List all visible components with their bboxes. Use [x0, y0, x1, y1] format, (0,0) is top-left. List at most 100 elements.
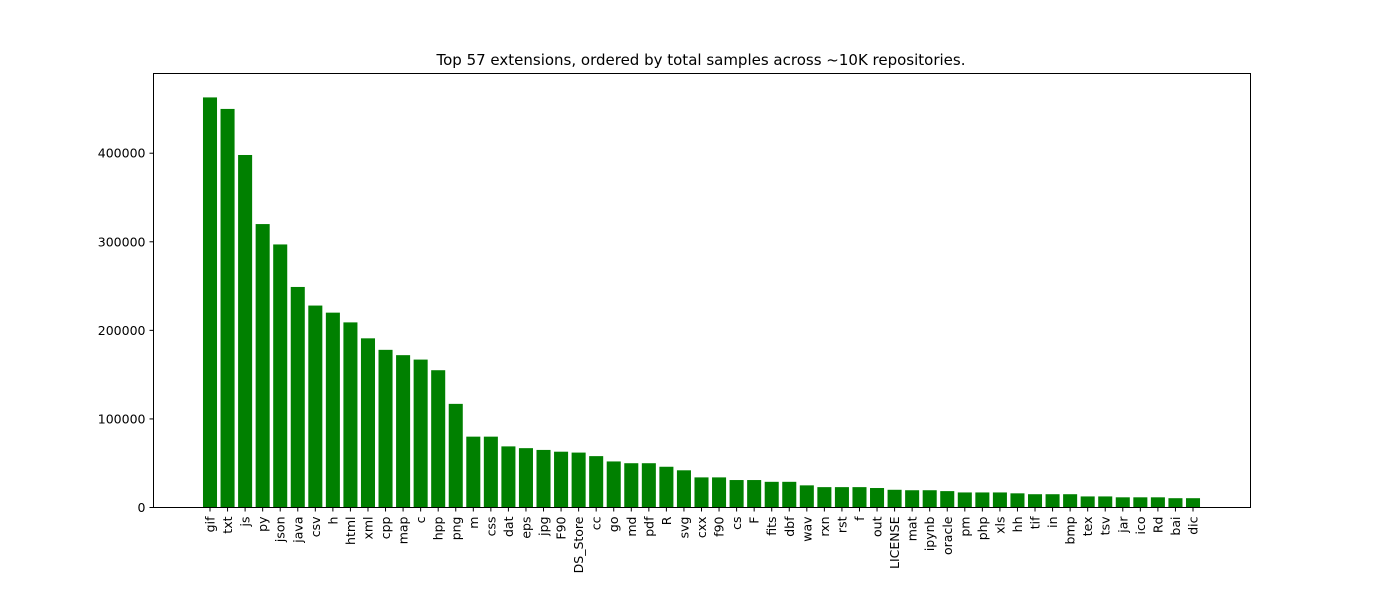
bar-c — [413, 359, 428, 508]
bar-hh — [1010, 493, 1025, 508]
x-tick-label: xls — [992, 517, 1007, 534]
bar-gif — [202, 97, 218, 508]
x-tick-label: out — [870, 516, 885, 537]
bar-png — [448, 403, 463, 508]
x-tick-label: csv — [308, 516, 323, 537]
bar-xml — [360, 338, 376, 508]
x-tick-label: map — [396, 516, 411, 544]
bar-cpp — [378, 349, 393, 508]
bar-f — [852, 487, 867, 508]
x-tick-label: bai — [1168, 517, 1183, 536]
bar-pm — [957, 492, 972, 508]
bar-md — [624, 463, 639, 508]
x-tick-label: rxn — [817, 517, 832, 537]
x-tick-label: c — [413, 516, 428, 523]
x-tick-label: cpp — [378, 516, 393, 539]
bar-cs — [729, 480, 744, 508]
x-tick-label: json — [273, 517, 288, 544]
y-tick-label: 200000 — [98, 323, 146, 338]
bar-tsv — [1098, 496, 1113, 508]
bar-out — [870, 488, 885, 508]
x-tick-label: ipynb — [922, 516, 937, 551]
bar-go — [606, 461, 621, 508]
x-tick-label: css — [483, 517, 498, 537]
x-tick-label: hh — [1010, 517, 1025, 533]
bar-js — [238, 154, 253, 508]
x-tick-label: pm — [957, 517, 972, 537]
bar-svg — [676, 470, 691, 508]
x-tick-label: R — [659, 516, 674, 525]
bar-py — [255, 224, 270, 508]
bar-oracle — [940, 491, 955, 508]
x-tick-label: F90 — [554, 516, 569, 539]
bar-dbf — [782, 481, 797, 508]
x-tick-label: js — [238, 517, 253, 528]
y-tick-label: 0 — [138, 500, 146, 515]
bar-html — [343, 322, 358, 508]
x-tick-label: h — [325, 517, 340, 525]
bar-tex — [1080, 496, 1095, 508]
bar-in — [1045, 494, 1060, 508]
x-tick-label: txt — [220, 516, 235, 533]
x-tick-label: go — [606, 517, 621, 533]
x-tick-label: LICENSE — [887, 516, 902, 569]
x-tick-label: rst — [834, 516, 849, 533]
plot-frame — [153, 73, 1251, 508]
x-tick-label: Rd — [1150, 517, 1165, 534]
bar-f90 — [712, 477, 727, 508]
bar-fits — [764, 481, 779, 508]
x-tick-label: fits — [764, 517, 779, 536]
bar-php — [975, 492, 990, 508]
bar-ipynb — [922, 490, 937, 508]
bar-wav — [799, 485, 814, 508]
bar-DS_Store — [571, 452, 586, 508]
x-tick-label: mat — [905, 516, 920, 541]
bar-css — [483, 436, 498, 508]
bar-cxx — [694, 477, 709, 508]
x-tick-label: m — [466, 517, 481, 529]
x-tick-label: cc — [589, 516, 604, 530]
x-tick-label: wav — [799, 516, 814, 542]
x-tick-label: f90 — [712, 516, 727, 536]
chart-title: Top 57 extensions, ordered by total samp… — [435, 51, 965, 69]
bar-Rd — [1150, 497, 1165, 508]
bar-map — [396, 355, 411, 508]
y-tick-label: 400000 — [98, 146, 146, 161]
bar-pdf — [641, 463, 656, 508]
x-tick-label: pdf — [641, 516, 656, 537]
x-tick-label: tex — [1080, 517, 1095, 537]
x-tick-label: png — [448, 517, 463, 541]
bar-csv — [308, 305, 323, 508]
bar-xls — [992, 492, 1007, 508]
bar-json — [273, 244, 288, 508]
bar-jpg — [536, 449, 551, 508]
bar-F — [747, 480, 762, 508]
x-tick-label: tsv — [1098, 516, 1113, 535]
bar-txt — [220, 108, 235, 508]
bar-bai — [1168, 498, 1183, 508]
x-tick-label: DS_Store — [571, 516, 586, 573]
x-tick-label: tif — [1028, 516, 1043, 529]
x-tick-label: xml — [360, 517, 375, 540]
bar-java — [290, 286, 305, 508]
x-tick-label: php — [975, 516, 990, 540]
bar-jar — [1115, 497, 1130, 508]
x-tick-label: F — [747, 517, 762, 524]
y-axis: 0 100000 200000 300000 400000 — [98, 146, 154, 515]
bars-group — [202, 97, 1201, 508]
bar-dic — [1185, 498, 1201, 508]
bar-LICENSE — [887, 489, 902, 508]
x-tick-label: svg — [676, 517, 691, 539]
x-tick-label: in — [1045, 517, 1060, 528]
bar-dat — [501, 446, 516, 508]
x-tick-label: bmp — [1063, 516, 1078, 544]
x-tick-label: eps — [518, 517, 533, 539]
bar-h — [325, 312, 340, 508]
bar-R — [659, 466, 674, 508]
x-tick-label: oracle — [940, 516, 955, 555]
x-tick-label: ico — [1133, 517, 1148, 535]
x-tick-label: md — [624, 517, 639, 537]
bar-F90 — [554, 451, 569, 508]
bar-cc — [589, 456, 604, 508]
bar-m — [466, 436, 481, 508]
